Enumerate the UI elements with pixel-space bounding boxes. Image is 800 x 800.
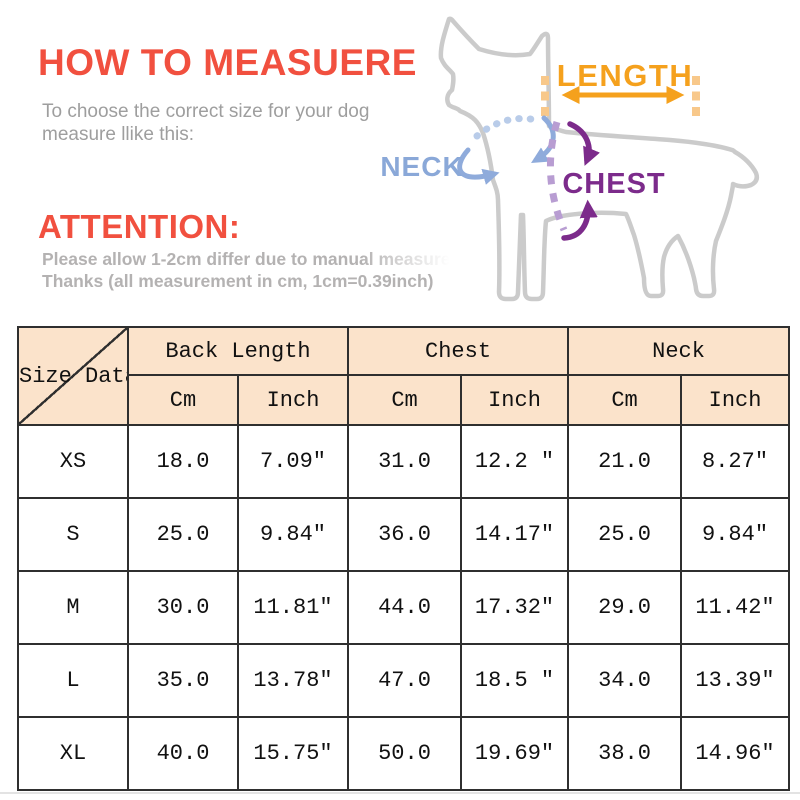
table-row-s: S 25.0 9.84″ 36.0 14.17″ 25.0 9.84″ (17, 497, 791, 572)
size-label: S (17, 497, 129, 572)
neck-annotation: NECK (380, 115, 556, 185)
dog-measurement-diagram: LENGTH NECK CHEST (360, 0, 800, 330)
unit-header-cm: Cm (567, 374, 683, 426)
chest-curved-arrow-top (567, 121, 600, 166)
table-row-xs: XS 18.0 7.09″ 31.0 12.2 ″ 21.0 8.27″ (17, 424, 791, 499)
bottom-divider (0, 792, 800, 794)
value-cell: 13.78″ (236, 643, 350, 718)
value-cell: 11.81″ (236, 570, 350, 645)
size-data-table: Size Data Back Length Chest Neck Cm Inch… (17, 326, 791, 791)
unit-header-inch: Inch (236, 374, 350, 426)
value-cell: 18.5 ″ (460, 643, 570, 718)
value-cell: 14.96″ (680, 716, 791, 791)
value-cell: 35.0 (127, 643, 239, 718)
length-label: LENGTH (557, 58, 693, 93)
corner-header-size-data: Size Data (17, 326, 129, 426)
value-cell: 30.0 (127, 570, 239, 645)
unit-header-inch: Inch (460, 374, 570, 426)
column-group-chest: Chest (347, 326, 570, 376)
neck-dotted-line (473, 115, 545, 140)
table-row-xl: XL 40.0 15.75″ 50.0 19.69″ 38.0 14.96″ (17, 716, 791, 791)
neck-curved-arrow-top (531, 115, 556, 163)
value-cell: 9.84″ (236, 497, 350, 572)
unit-header-inch: Inch (680, 374, 791, 426)
value-cell: 34.0 (567, 643, 683, 718)
column-group-back-length: Back Length (126, 326, 350, 376)
value-cell: 14.17″ (460, 497, 570, 572)
value-cell: 19.69″ (460, 716, 570, 791)
size-label: L (17, 643, 129, 718)
value-cell: 36.0 (347, 497, 463, 572)
value-cell: 17.32″ (460, 570, 570, 645)
chest-dashed-line (547, 121, 568, 232)
value-cell: 11.42″ (680, 570, 791, 645)
size-label: XS (17, 424, 129, 499)
unit-header-cm: Cm (347, 374, 463, 426)
value-cell: 15.75″ (236, 716, 350, 791)
chest-annotation: CHEST (547, 121, 665, 241)
unit-header-cm: Cm (127, 374, 239, 426)
column-group-neck: Neck (567, 326, 791, 376)
subtitle-text: To choose the correct size for your dog … (42, 101, 370, 145)
attention-note-line2: Thanks (all measurement in cm, 1cm=0.39i… (42, 271, 434, 291)
value-cell: 12.2 ″ (460, 424, 570, 499)
value-cell: 40.0 (127, 716, 239, 791)
attention-heading: ATTENTION: (38, 208, 241, 245)
value-cell: 50.0 (347, 716, 463, 791)
value-cell: 29.0 (567, 570, 683, 645)
value-cell: 18.0 (127, 424, 239, 499)
chest-label: CHEST (562, 168, 665, 200)
size-label: M (17, 570, 129, 645)
table-row-m: M 30.0 11.81″ 44.0 17.32″ 29.0 11.42″ (17, 570, 791, 645)
chest-curved-arrow-bottom (561, 199, 598, 241)
size-label: XL (17, 716, 129, 791)
value-cell: 44.0 (347, 570, 463, 645)
value-cell: 9.84″ (680, 497, 791, 572)
attention-note-line1: Please allow 1-2cm differ due to manual … (42, 249, 462, 269)
value-cell: 13.39″ (680, 643, 791, 718)
page-title: HOW TO MEASUERE (38, 42, 417, 83)
table-row-l: L 35.0 13.78″ 47.0 18.5 ″ 34.0 13.39″ (17, 643, 791, 718)
value-cell: 31.0 (347, 424, 463, 499)
value-cell: 25.0 (127, 497, 239, 572)
value-cell: 38.0 (567, 716, 683, 791)
neck-curved-arrow-bottom (457, 147, 500, 185)
neck-label: NECK (380, 151, 463, 182)
length-annotation: LENGTH (541, 58, 700, 118)
value-cell: 21.0 (567, 424, 683, 499)
value-cell: 7.09″ (236, 424, 350, 499)
value-cell: 25.0 (567, 497, 683, 572)
dog-diagram-svg: LENGTH NECK CHEST (380, 16, 760, 302)
value-cell: 8.27″ (680, 424, 791, 499)
value-cell: 47.0 (347, 643, 463, 718)
